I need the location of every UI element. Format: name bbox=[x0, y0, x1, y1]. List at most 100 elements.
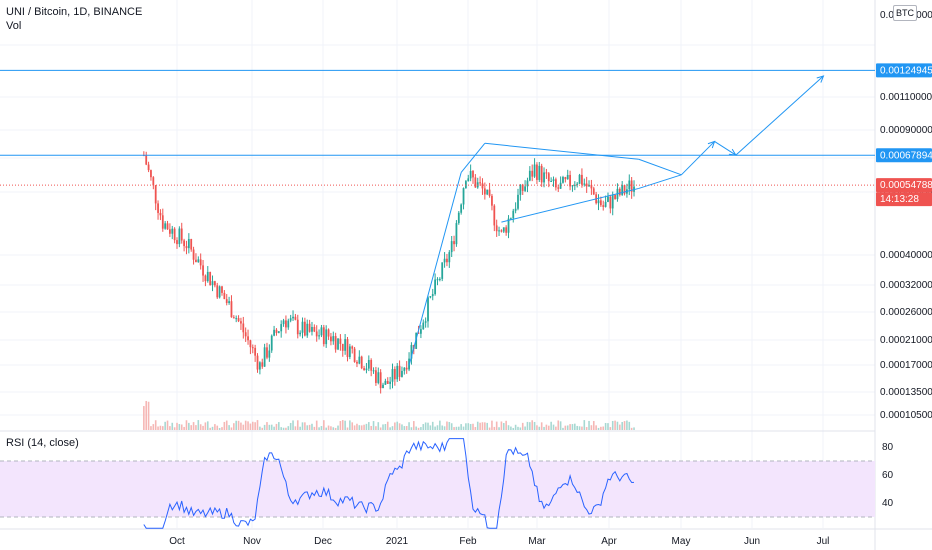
volume-bar bbox=[574, 423, 576, 430]
volume-bar bbox=[315, 420, 318, 430]
volume-bar bbox=[363, 424, 365, 430]
volume-bar bbox=[429, 425, 432, 430]
volume-bar bbox=[372, 421, 375, 430]
candle-body bbox=[491, 195, 493, 206]
triangle-lower-ext[interactable] bbox=[638, 174, 682, 189]
candle-body bbox=[481, 183, 484, 189]
volume-bar bbox=[185, 420, 188, 430]
arrow-head bbox=[707, 140, 716, 149]
triangle-upper-edge[interactable] bbox=[484, 142, 639, 160]
volume-bar bbox=[578, 426, 581, 430]
volume-bar bbox=[628, 421, 631, 430]
candle-body bbox=[393, 369, 396, 380]
candle-body bbox=[536, 164, 538, 180]
rsi-label[interactable]: RSI (14, close) bbox=[6, 437, 79, 449]
svg-text:0.00067894: 0.00067894 bbox=[880, 150, 932, 161]
candle-body bbox=[389, 381, 392, 384]
candle-body bbox=[531, 170, 534, 177]
triangle-lower-edge[interactable] bbox=[501, 187, 639, 223]
candle-body bbox=[325, 329, 328, 345]
flag-left-edge[interactable] bbox=[460, 142, 486, 173]
triangle-upper-ext[interactable] bbox=[638, 158, 682, 176]
time-axis[interactable]: Oct Nov Dec 2021 Feb Mar Apr May Jun Jul bbox=[169, 536, 829, 547]
candle-body bbox=[410, 344, 413, 359]
candle-body bbox=[604, 201, 607, 207]
volume-bar bbox=[564, 425, 567, 430]
candle-body bbox=[327, 329, 330, 337]
candle-body bbox=[576, 183, 579, 185]
volume-bar bbox=[434, 426, 436, 430]
volume-bar bbox=[337, 425, 339, 430]
candle-body bbox=[353, 348, 356, 362]
volume-bar bbox=[600, 426, 602, 430]
candle-body bbox=[396, 365, 399, 380]
candle-body bbox=[434, 279, 437, 295]
volume-bar bbox=[410, 427, 413, 430]
candle-body bbox=[351, 346, 354, 349]
volume-bar bbox=[545, 424, 548, 430]
candle-body bbox=[502, 227, 505, 232]
candle-body bbox=[614, 194, 616, 200]
candle-body bbox=[507, 218, 510, 233]
candle-body bbox=[592, 188, 595, 195]
candle-body bbox=[618, 188, 621, 195]
candle-body bbox=[356, 361, 358, 364]
candle-body bbox=[422, 322, 425, 330]
candle-body bbox=[486, 189, 489, 195]
volume-bar bbox=[278, 422, 280, 430]
candle-body bbox=[420, 329, 422, 334]
volume-bar bbox=[439, 420, 441, 430]
volume-bar bbox=[259, 426, 261, 430]
volume-bar bbox=[152, 424, 155, 430]
volume-bar bbox=[462, 426, 465, 430]
volume-bar bbox=[145, 400, 148, 430]
volume-bar bbox=[619, 424, 621, 430]
volume-bar bbox=[417, 427, 420, 430]
candle-body bbox=[178, 228, 181, 245]
volume-bar bbox=[585, 427, 588, 430]
candle-body bbox=[348, 346, 351, 358]
volume-bar bbox=[384, 424, 387, 430]
volume-bar bbox=[382, 424, 384, 430]
candle-body bbox=[244, 332, 247, 337]
volume-bar bbox=[254, 422, 256, 430]
candle-body bbox=[282, 320, 285, 325]
rsi-tick: 60 bbox=[882, 470, 894, 481]
symbol-title[interactable]: UNI / Bitcoin, 1D, BINANCE bbox=[6, 6, 143, 18]
candle-body bbox=[280, 324, 283, 332]
candle-body bbox=[403, 367, 406, 371]
chart-drawings[interactable] bbox=[0, 69, 875, 366]
candle-body bbox=[569, 174, 571, 187]
volume-bar bbox=[214, 424, 216, 430]
candle-body bbox=[450, 241, 453, 253]
volume-bar bbox=[223, 421, 226, 430]
candle-body bbox=[498, 230, 500, 232]
candle-body bbox=[377, 372, 380, 383]
impulse-line[interactable] bbox=[408, 172, 462, 366]
candle-body bbox=[315, 331, 318, 337]
candle-body bbox=[585, 183, 588, 187]
volume-bar bbox=[318, 427, 320, 430]
candle-body bbox=[242, 323, 245, 333]
candle-body bbox=[277, 331, 280, 333]
svg-text:14:13:28: 14:13:28 bbox=[880, 194, 919, 205]
arrow-head bbox=[816, 75, 825, 83]
volume-bar bbox=[157, 426, 159, 430]
candle-body bbox=[230, 301, 233, 318]
volume-bar bbox=[450, 423, 453, 430]
volume-bar bbox=[294, 426, 297, 430]
volume-bar bbox=[377, 422, 380, 430]
candle-body bbox=[159, 212, 162, 216]
candle-body bbox=[294, 316, 297, 320]
volume-bar bbox=[143, 406, 145, 430]
currency-badge[interactable]: BTC bbox=[893, 5, 917, 21]
volume-bar bbox=[526, 421, 529, 430]
projection-leg-1[interactable] bbox=[681, 141, 715, 176]
candle-body bbox=[602, 205, 605, 207]
projection-leg-2[interactable] bbox=[714, 141, 737, 156]
candle-body bbox=[462, 188, 465, 205]
arrow-head bbox=[728, 148, 737, 156]
projection-leg-3[interactable] bbox=[735, 75, 824, 156]
candle-body bbox=[168, 229, 171, 234]
